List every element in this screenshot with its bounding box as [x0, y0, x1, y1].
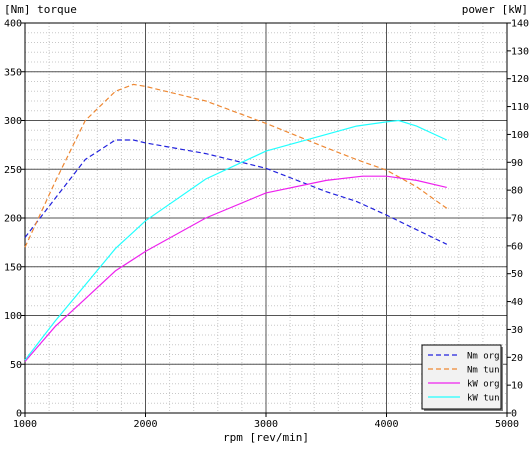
legend-label: kW tun [467, 394, 500, 404]
y-right-tick-label: 90 [511, 158, 523, 169]
x-axis-title: rpm [rev/min] [223, 431, 309, 444]
legend-box [421, 344, 502, 410]
y-left-tick-label: 300 [4, 116, 22, 127]
legend-label: Nm org [467, 352, 500, 362]
x-tick-label: 3000 [254, 419, 278, 430]
y-left-tick-label: 150 [4, 262, 22, 273]
x-tick-label: 5000 [495, 419, 519, 430]
right-axis-title: power [kW] [462, 3, 528, 16]
y-left-tick-label: 200 [4, 214, 22, 225]
y-left-tick-label: 50 [10, 360, 22, 371]
x-tick-label: 2000 [133, 419, 157, 430]
y-right-tick-label: 10 [511, 381, 523, 392]
grid [24, 22, 508, 414]
y-right-tick-label: 110 [511, 102, 529, 113]
y-left-tick-label: 350 [4, 67, 22, 78]
left-axis-title: [Nm] torque [4, 3, 77, 16]
y-right-tick-label: 100 [511, 130, 529, 141]
y-right-tick-label: 0 [511, 409, 517, 420]
y-left-tick-label: 100 [4, 311, 22, 322]
axis-ticks: 1000 2000 3000 4000 500005010015020025030035… [4, 19, 529, 431]
y-right-tick-label: 60 [511, 241, 523, 252]
y-left-tick-label: 400 [4, 19, 22, 30]
y-left-tick-label: 250 [4, 165, 22, 176]
y-right-tick-label: 20 [511, 353, 523, 364]
y-right-tick-label: 70 [511, 214, 523, 225]
y-right-tick-label: 80 [511, 186, 523, 197]
y-right-tick-label: 120 [511, 74, 529, 85]
series-line-kw-org [24, 175, 447, 362]
y-left-tick-label: 0 [16, 409, 22, 420]
series-line-kw-tun [24, 119, 448, 361]
x-tick-label: 1000 [13, 419, 37, 430]
series-line-nm-org [24, 139, 448, 245]
legend-label: Nm tun [467, 366, 500, 376]
y-right-tick-label: 50 [511, 269, 523, 280]
y-right-tick-label: 40 [511, 297, 523, 308]
y-right-tick-label: 30 [511, 325, 523, 336]
series-lines [24, 83, 448, 362]
x-tick-label: 4000 [374, 419, 398, 430]
legend: Nm org Nm tun kW org kW tun [421, 344, 503, 411]
y-right-tick-label: 140 [511, 19, 529, 30]
series-line-nm-tun [24, 83, 448, 248]
y-right-tick-label: 130 [511, 46, 529, 57]
legend-label: kW org [467, 380, 500, 390]
